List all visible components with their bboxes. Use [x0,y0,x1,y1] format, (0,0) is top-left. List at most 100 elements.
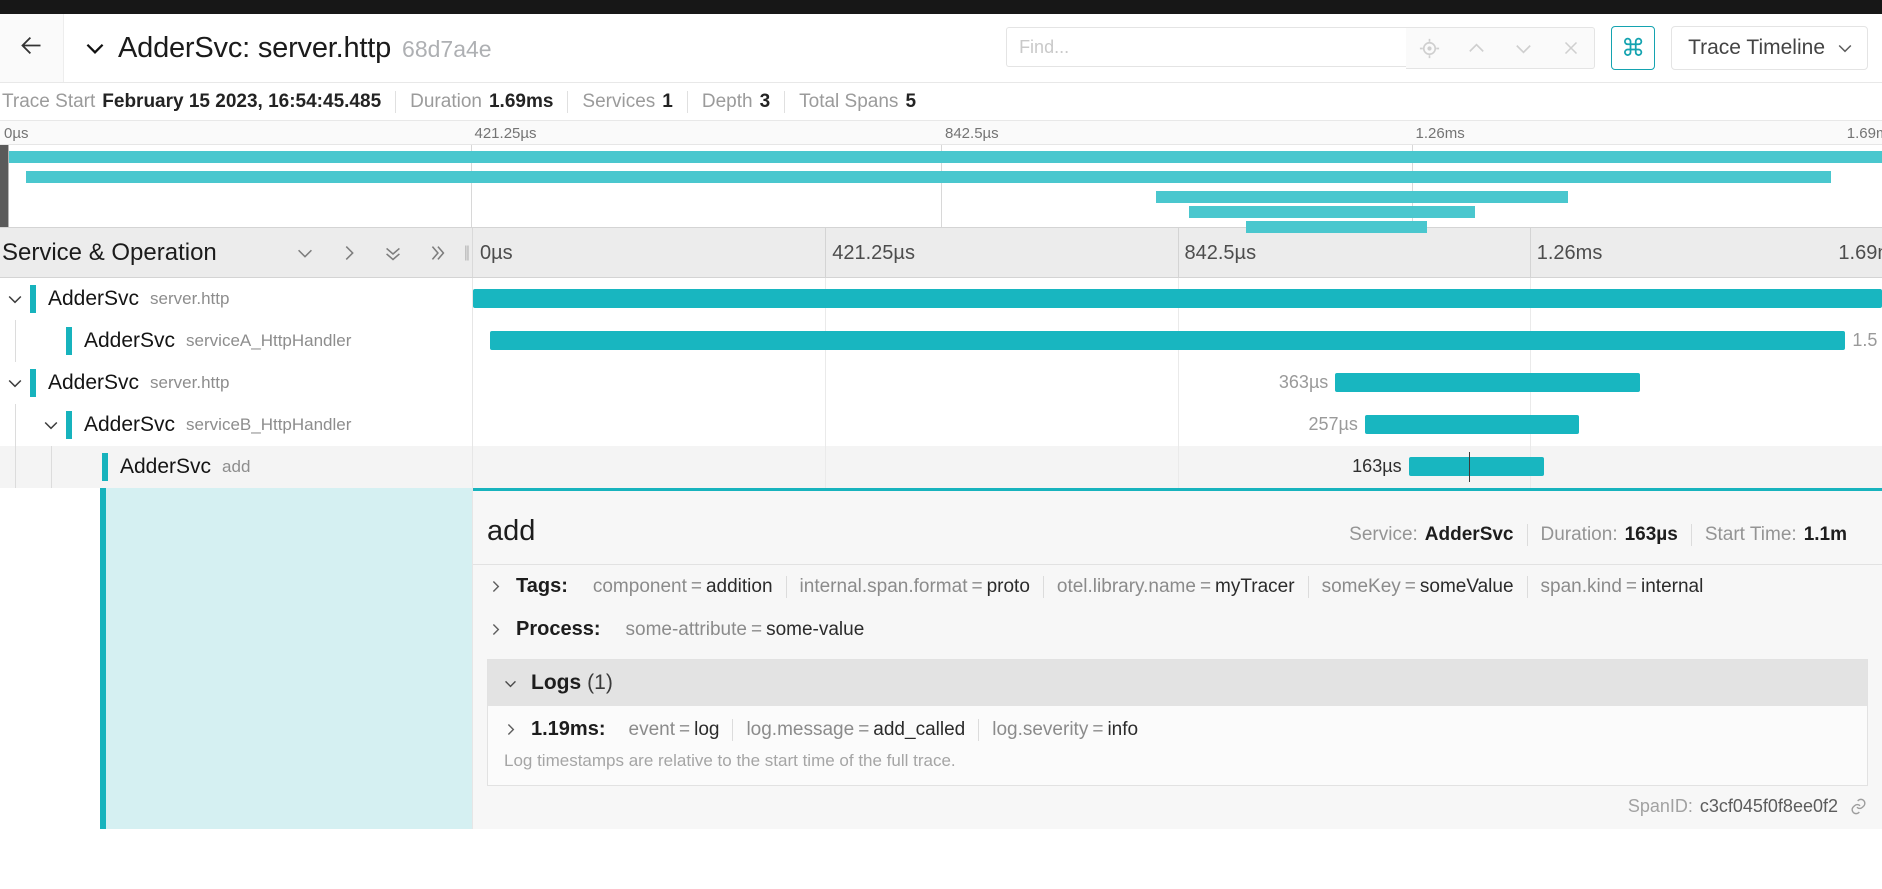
search-next-icon[interactable] [1500,28,1547,68]
span-name-cell[interactable]: AdderSvc add [0,446,473,488]
search-box[interactable] [1006,27,1407,67]
log-timestamp: 1.19ms: [531,718,606,740]
kv-equals: = [690,575,702,597]
span-color-bar [66,327,72,355]
span-duration-bar[interactable] [1364,415,1580,434]
service-operation-column-header: Service & Operation || [0,228,473,277]
span-meta-item: Duration: 163µs [1526,524,1691,546]
minimap-gridline [941,145,942,227]
span-bar-cell[interactable]: 363µs [473,362,1882,404]
keyboard-shortcuts-button[interactable]: ⌘ [1611,26,1656,70]
services-value: 1 [662,90,673,112]
span-meta-key: Service: [1349,524,1418,545]
span-row[interactable]: AdderSvc serviceB_HttpHandler 257µs [0,404,1882,446]
collapse-all-one-icon[interactable] [294,242,316,264]
span-bar-cell[interactable]: 163µs [473,446,1882,488]
tags-row[interactable]: Tags: component = addition internal.span.fo… [473,565,1882,608]
arrow-left-icon [18,32,45,64]
target-icon[interactable] [1406,28,1453,68]
close-icon[interactable] [1547,28,1594,68]
back-button[interactable] [0,14,64,82]
span-service-name: AdderSvc [48,371,140,394]
span-duration-bar[interactable] [489,331,1846,350]
minimap-tick-label: 421.25µs [474,125,537,142]
minimap-tick-label: 1.69ms [1846,125,1882,142]
chevrons-right-icon[interactable] [426,242,448,264]
chevron-down-icon[interactable] [82,35,108,61]
search-prev-icon[interactable] [1453,28,1500,68]
summary-depth: Depth 3 [686,90,784,113]
tags-label: Tags: [516,575,568,597]
chevron-right-icon[interactable] [487,621,504,638]
minimap-drag-handle-left[interactable] [0,145,8,227]
minimap-tick-label: 1.26ms [1415,125,1465,142]
span-service-name: AdderSvc [48,287,140,310]
timeline-tick-label: 842.5µs [1184,242,1257,264]
process-row[interactable]: Process: some-attribute = some-value [473,608,1882,651]
timeline-gridline [1177,404,1179,446]
span-meta-item: Start Time: 1.1m [1690,524,1860,546]
span-meta: Service: AdderSvc Duration: 163µs Start Time… [1336,524,1860,546]
span-toggle-chevron-down-icon[interactable] [0,289,30,309]
span-duration-label: 1.5 [1852,330,1878,350]
span-name-cell[interactable]: AdderSvc server.http [0,362,473,404]
trace-id: 68d7a4e [402,35,492,62]
find-actions [1406,27,1596,69]
span-row[interactable]: AdderSvc server.http [0,278,1882,320]
indent-guide [15,320,16,362]
span-operation-name: server.http [150,289,230,308]
span-bar-cell[interactable]: 257µs [473,404,1882,446]
trace-minimap[interactable]: 0µs 421.25µs 842.5µs 1.26ms 1.69ms [0,121,1882,233]
command-icon: ⌘ [1621,34,1646,62]
span-row[interactable]: AdderSvc serviceA_HttpHandler 1.5 [0,320,1882,362]
span-duration-bar[interactable] [1335,373,1640,392]
span-row[interactable]: AdderSvc server.http 363µs [0,362,1882,404]
minimap-tick-row: 0µs 421.25µs 842.5µs 1.26ms 1.69ms [0,121,1882,145]
span-operation-name: serviceA_HttpHandler [186,331,352,350]
duration-label: Duration [410,90,482,112]
span-color-bar [66,411,72,439]
search-input[interactable] [1019,36,1395,58]
minimap-canvas[interactable] [0,145,1882,233]
minimap-span-bar [1245,221,1427,233]
span-service-name: AdderSvc [120,455,212,478]
span-name-cell[interactable]: AdderSvc server.http [0,278,473,320]
span-bar-cell[interactable] [473,278,1882,320]
chevron-right-icon[interactable] [502,721,519,738]
chevrons-down-icon[interactable] [382,242,404,264]
span-name-cell[interactable]: AdderSvc serviceB_HttpHandler [0,404,473,446]
span-toggle-chevron-down-icon[interactable] [36,415,66,435]
log-entry[interactable]: 1.19ms: event = log log.message = add_called lo… [488,706,1867,745]
span-duration-bar[interactable] [473,289,1882,308]
view-mode-select[interactable]: Trace Timeline [1671,26,1868,70]
kv-value: internal [1641,575,1704,597]
indent-guide [51,446,52,488]
span-name-cell[interactable]: AdderSvc serviceA_HttpHandler [0,320,473,362]
span-color-bar [102,453,108,481]
trace-start-label: Trace Start [2,90,96,112]
span-detail-panel: add Service: AdderSvc Duration: 163µs Start … [473,488,1882,829]
span-service-name: AdderSvc [84,413,176,436]
kv-key: component [592,575,687,597]
link-icon[interactable] [1849,797,1868,816]
logs-header[interactable]: Logs (1) [488,660,1867,706]
kv-key: some-attribute [625,618,747,640]
column-resizer[interactable]: || [463,243,470,261]
span-bar-cell[interactable]: 1.5 [473,320,1882,362]
page-title: AdderSvc: server.http [118,31,392,64]
chevron-right-icon[interactable] [487,578,504,595]
services-label: Services [582,90,656,112]
span-row[interactable]: AdderSvc add 163µs [0,446,1882,488]
kv-key: log.severity [992,718,1089,740]
chevron-right-icon[interactable] [338,242,360,264]
minimap-span-bar [1155,191,1568,203]
span-color-bar [30,285,36,313]
span-detail-header: add Service: AdderSvc Duration: 163µs Start … [473,491,1882,565]
indent-guide [15,404,16,446]
timeline-gridline [1177,362,1179,404]
kv-value: addition [705,575,773,597]
span-toggle-chevron-down-icon[interactable] [0,373,30,393]
timeline-gridline [825,446,827,488]
span-duration-bar[interactable] [1408,457,1544,476]
